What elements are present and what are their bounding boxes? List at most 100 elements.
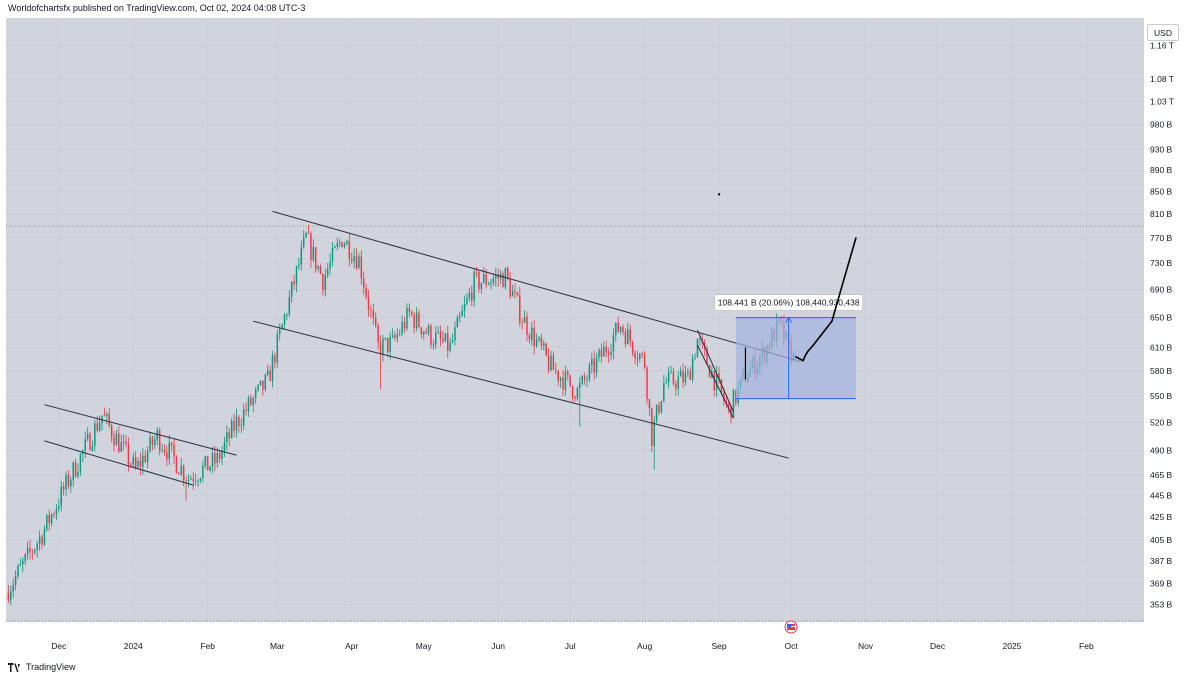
candle-body [146, 451, 149, 463]
candle-body [605, 346, 607, 353]
candle-body [768, 345, 771, 349]
y-tick-label: 690 B [1150, 285, 1173, 295]
candle-body [276, 334, 279, 363]
candle-body [447, 333, 449, 351]
candle-body [108, 413, 110, 426]
candle-body [269, 370, 271, 381]
candle-body [682, 371, 684, 383]
flag-circle [784, 620, 798, 634]
candle-body [221, 450, 223, 459]
candle-body [89, 433, 91, 451]
candle-body [509, 278, 511, 297]
x-tick-label: Jul [565, 641, 576, 651]
candle-body [751, 357, 754, 368]
candle-body [711, 371, 713, 378]
candle-body [504, 268, 507, 288]
candle-body [367, 297, 370, 310]
candle-body [122, 441, 125, 443]
x-tick-label: Apr [345, 641, 358, 651]
candle-body [26, 547, 29, 555]
candle-body [209, 466, 211, 471]
candle-body [739, 377, 742, 387]
us-flag-icon [784, 620, 798, 634]
candle-body [713, 371, 715, 391]
y-tick-label: 445 B [1150, 491, 1173, 501]
candle-body [593, 358, 595, 373]
candle-body [29, 547, 31, 552]
candle-body [653, 421, 655, 446]
open-label: O [285, 24, 292, 34]
candle-body [432, 344, 435, 346]
candle-body [588, 365, 591, 380]
candle-body [355, 255, 358, 269]
candle-body [511, 290, 514, 297]
candle-body [761, 347, 764, 358]
footer: TradingView [8, 662, 76, 672]
x-tick-label: Feb [1079, 641, 1094, 651]
candle-body [55, 508, 58, 515]
candle-body [317, 266, 319, 269]
candle-body [516, 292, 519, 296]
x-tick-label: Aug [637, 641, 652, 651]
candle-body [60, 486, 62, 507]
candle-body [487, 284, 490, 285]
candle-body [394, 335, 396, 338]
candle-body [132, 456, 134, 465]
candle-body [115, 433, 118, 446]
candle-body [579, 383, 581, 389]
candle-body [763, 347, 766, 362]
candle-body [720, 379, 723, 393]
candle-body [463, 303, 466, 311]
candle-body [694, 357, 696, 359]
candle-body [519, 295, 521, 323]
candle-body [170, 442, 173, 445]
candle-body [142, 455, 144, 467]
candle-body [730, 406, 732, 419]
candle-body [559, 377, 562, 381]
candle-body [72, 462, 74, 480]
candle-body [679, 371, 682, 377]
candle-body [677, 376, 679, 389]
candle-body [190, 478, 192, 480]
candle-body [199, 478, 202, 481]
candle-body [526, 316, 528, 335]
candle-body [137, 460, 139, 468]
flag-stripes [787, 624, 796, 630]
candle-body [70, 479, 72, 487]
candle-body [233, 420, 235, 431]
y-tick-label: 890 B [1150, 165, 1173, 175]
time-axis[interactable]: Dec 2024 Feb Mar Apr May Jun Jul Aug Sep Oct Nov Dec… [51, 641, 1094, 651]
candle-body [528, 334, 531, 340]
price-axis[interactable]: 1.16 T 1.08 T 1.03 T 980 B 930 B 890 B 850 B 81… [1150, 41, 1174, 610]
candle-body [427, 325, 430, 334]
candle-body [684, 372, 687, 383]
candle-body [665, 382, 667, 384]
y-tick-label: 850 B [1150, 187, 1173, 197]
candle-body [687, 371, 689, 373]
candle-body [175, 456, 178, 473]
candle-body [166, 452, 168, 460]
candle-body [533, 327, 535, 347]
candle-body [53, 514, 55, 515]
candle-body [235, 416, 238, 431]
candle-body [754, 357, 756, 375]
candle-body [557, 370, 559, 381]
candle-body [514, 290, 516, 293]
candle-body [372, 310, 375, 319]
candle-body [149, 437, 151, 452]
candle-body [651, 408, 653, 446]
y-tick-label: 810 B [1150, 209, 1173, 219]
candle-body [756, 366, 759, 375]
candle-body [391, 335, 394, 337]
candle-body [286, 314, 288, 316]
candle-body [86, 433, 89, 439]
candle-body [495, 275, 497, 279]
candle-body [435, 332, 437, 345]
candle-body [641, 354, 643, 355]
candle-body [103, 415, 106, 417]
y-tick-label: 580 B [1150, 366, 1173, 376]
y-tick-label: 770 B [1150, 233, 1173, 243]
currency-button[interactable]: USD [1147, 24, 1179, 41]
candle-body [538, 337, 540, 340]
